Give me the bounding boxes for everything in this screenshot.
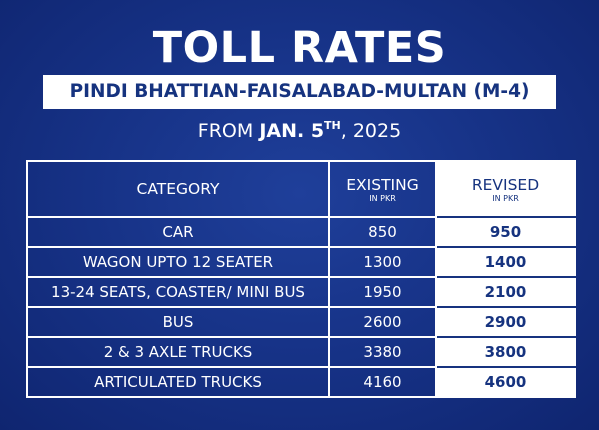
table-row: ARTICULATED TRUCKS 4160 4600 xyxy=(26,366,576,398)
effective-date-prefix: FROM xyxy=(197,120,254,142)
row-revised-rate: 1400 xyxy=(435,246,576,278)
header-revised-unit: IN PKR xyxy=(492,193,519,203)
row-category: 13-24 SEATS, COASTER/ MINI BUS xyxy=(26,276,330,308)
row-existing-rate: 3380 xyxy=(328,336,437,368)
table-row: 2 & 3 AXLE TRUCKS 3380 3800 xyxy=(26,336,576,368)
page-title: TOLL RATES xyxy=(152,23,447,73)
header-revised: REVISED IN PKR xyxy=(435,160,576,218)
header-existing-label: EXISTING xyxy=(346,175,419,194)
row-category: 2 & 3 AXLE TRUCKS xyxy=(26,336,330,368)
row-existing-rate: 4160 xyxy=(328,366,437,398)
row-category: WAGON UPTO 12 SEATER xyxy=(26,246,330,278)
table-row: BUS 2600 2900 xyxy=(26,306,576,338)
toll-rates-table: CATEGORY EXISTING IN PKR REVISED IN PKR … xyxy=(26,160,576,398)
header-existing-unit: IN PKR xyxy=(369,193,396,203)
table-header-row: CATEGORY EXISTING IN PKR REVISED IN PKR xyxy=(26,160,576,218)
row-revised-rate: 2900 xyxy=(435,306,576,338)
row-existing-rate: 1300 xyxy=(328,246,437,278)
row-existing-rate: 1950 xyxy=(328,276,437,308)
header-category: CATEGORY xyxy=(26,160,330,218)
effective-date-main: JAN. 5 xyxy=(259,120,325,142)
header-existing: EXISTING IN PKR xyxy=(328,160,437,218)
row-category: ARTICULATED TRUCKS xyxy=(26,366,330,398)
row-category: BUS xyxy=(26,306,330,338)
route-banner: PINDI BHATTIAN-FAISALABAD-MULTAN (M-4) xyxy=(43,75,556,109)
table-row: 13-24 SEATS, COASTER/ MINI BUS 1950 2100 xyxy=(26,276,576,308)
row-existing-rate: 2600 xyxy=(328,306,437,338)
row-revised-rate: 2100 xyxy=(435,276,576,308)
row-revised-rate: 4600 xyxy=(435,366,576,398)
effective-date: FROM JAN. 5TH, 2025 xyxy=(0,117,599,145)
row-category: CAR xyxy=(26,216,330,248)
row-revised-rate: 950 xyxy=(435,216,576,248)
table-row: CAR 850 950 xyxy=(26,216,576,248)
header-revised-label: REVISED xyxy=(471,175,540,194)
row-revised-rate: 3800 xyxy=(435,336,576,368)
table-row: WAGON UPTO 12 SEATER 1300 1400 xyxy=(26,246,576,278)
effective-date-year: , 2025 xyxy=(340,120,402,142)
row-existing-rate: 850 xyxy=(328,216,437,248)
effective-date-suffix: TH xyxy=(324,119,341,132)
